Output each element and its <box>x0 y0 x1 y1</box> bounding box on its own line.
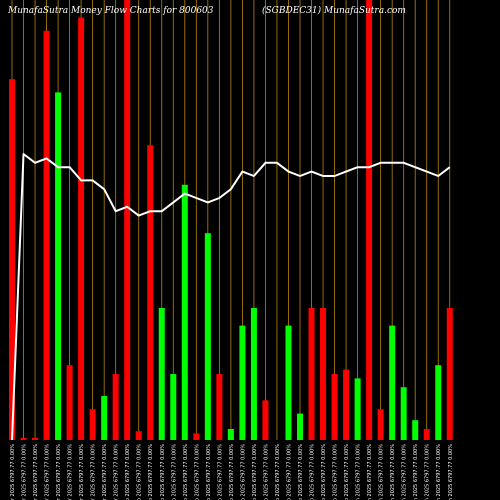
tick-label: 14 Feb 2025 6797.77 0.00% <box>240 444 246 500</box>
bar <box>308 308 315 440</box>
tick-label: 17 Feb 2025 6797.77 0.00% <box>229 444 235 500</box>
tick-label: 07 Mar 2025 6797.77 0.00% <box>68 444 74 500</box>
tick-label: 24 Jan 2025 6797.77 0.00% <box>413 444 419 500</box>
tick-label: 03 Feb 2025 6797.77 0.00% <box>344 444 350 500</box>
category-labels: 14 Mar 2025 6797.77 0.00% 13 Mar 2025 679… <box>10 444 454 500</box>
bar <box>423 429 430 440</box>
tick-label: 13 Feb 2025 6797.77 0.00% <box>252 444 258 500</box>
bar <box>181 184 188 440</box>
bar <box>320 308 327 440</box>
bar <box>412 420 419 440</box>
bar <box>112 374 119 440</box>
tick-label: 22 Jan 2025 6797.77 0.00% <box>436 444 442 500</box>
tick-label: 18 Feb 2025 6797.77 0.00% <box>217 444 223 500</box>
bar <box>55 92 62 441</box>
bar <box>20 437 27 440</box>
bar <box>250 308 257 440</box>
tick-label: 05 Feb 2025 6797.77 0.00% <box>321 444 327 500</box>
tick-label: 04 Feb 2025 6797.77 0.00% <box>333 444 339 500</box>
tick-label: 06 Feb 2025 6797.77 0.00% <box>310 444 316 500</box>
tick-label: 11 Mar 2025 6797.77 0.00% <box>45 444 51 500</box>
tick-label: 30 Jan 2025 6797.77 0.00% <box>367 444 373 500</box>
bar <box>101 396 108 440</box>
tick-label: 10 Mar 2025 6797.77 0.00% <box>56 444 62 500</box>
tick-label: 21 Feb 2025 6797.77 0.00% <box>183 444 189 500</box>
tick-label: 20 Feb 2025 6797.77 0.00% <box>194 444 200 500</box>
bar <box>239 325 246 440</box>
bar <box>435 365 442 440</box>
bar <box>32 437 39 440</box>
tick-label: 28 Jan 2025 6797.77 0.00% <box>390 444 396 500</box>
bar <box>43 30 50 441</box>
tick-label: 06 Mar 2025 6797.77 0.00% <box>79 444 85 500</box>
bar <box>354 378 361 440</box>
tick-label: 26 Feb 2025 6797.77 0.00% <box>148 444 154 500</box>
bars <box>9 0 453 441</box>
bar <box>285 325 292 440</box>
tick-label: 05 Mar 2025 6797.77 0.00% <box>91 444 97 500</box>
bar <box>170 374 177 440</box>
average-line <box>11 153 451 441</box>
tick-label: 27 Feb 2025 6797.77 0.00% <box>137 444 143 500</box>
bar <box>204 233 211 440</box>
tick-label: 13 Mar 2025 6797.77 0.00% <box>22 444 28 500</box>
tick-label: 31 Jan 2025 6797.77 0.00% <box>356 444 362 500</box>
bar <box>366 0 373 440</box>
chart-title-right: (SGBDEC31) MunafaSutra.com <box>262 5 406 16</box>
tick-label: 23 Jan 2025 6797.77 0.00% <box>425 444 431 500</box>
bar <box>297 413 303 440</box>
tick-label: 12 Feb 2025 6797.77 0.00% <box>263 444 269 500</box>
tick-label: 10 Feb 2025 6797.77 0.00% <box>286 444 292 500</box>
bar <box>193 433 200 440</box>
bar <box>389 325 396 440</box>
bar <box>331 374 338 440</box>
bar <box>124 0 131 440</box>
bar <box>147 145 154 440</box>
bar <box>158 308 165 440</box>
tick-label: 19 Feb 2025 6797.77 0.00% <box>206 444 212 500</box>
bar <box>343 369 350 440</box>
tick-label: 25 Feb 2025 6797.77 0.00% <box>160 444 166 500</box>
tick-label: 14 Mar 2025 6797.77 0.00% <box>10 444 16 500</box>
tick-label: 04 Mar 2025 6797.77 0.00% <box>102 444 108 500</box>
tick-label: 27 Jan 2025 6797.77 0.00% <box>402 444 408 500</box>
bar <box>66 365 73 440</box>
tick-label: 03 Mar 2025 6797.77 0.00% <box>114 444 120 500</box>
tick-label: 28 Feb 2025 6797.77 0.00% <box>125 444 131 500</box>
bar <box>135 431 142 440</box>
tick-label: 07 Feb 2025 6797.77 0.00% <box>298 444 304 500</box>
bar <box>89 409 96 440</box>
bar <box>216 374 223 440</box>
chart-title-left: MunafaSutra Money Flow Charts for 800603 <box>7 6 214 16</box>
tick-label: 24 Feb 2025 6797.77 0.00% <box>171 444 177 500</box>
bar <box>446 308 453 440</box>
bar <box>227 429 234 440</box>
tick-label: 21 Jan 2025 6797.77 0.00% <box>448 444 454 500</box>
bar <box>9 79 15 440</box>
tick-label: 29 Jan 2025 6797.77 0.00% <box>379 444 385 500</box>
bar <box>262 400 269 440</box>
tick-label: 11 Feb 2025 6797.77 0.00% <box>275 444 281 500</box>
bar <box>78 17 85 440</box>
tick-label: 12 Mar 2025 6797.77 0.00% <box>33 444 39 500</box>
bar <box>377 409 384 440</box>
bar <box>400 387 407 440</box>
